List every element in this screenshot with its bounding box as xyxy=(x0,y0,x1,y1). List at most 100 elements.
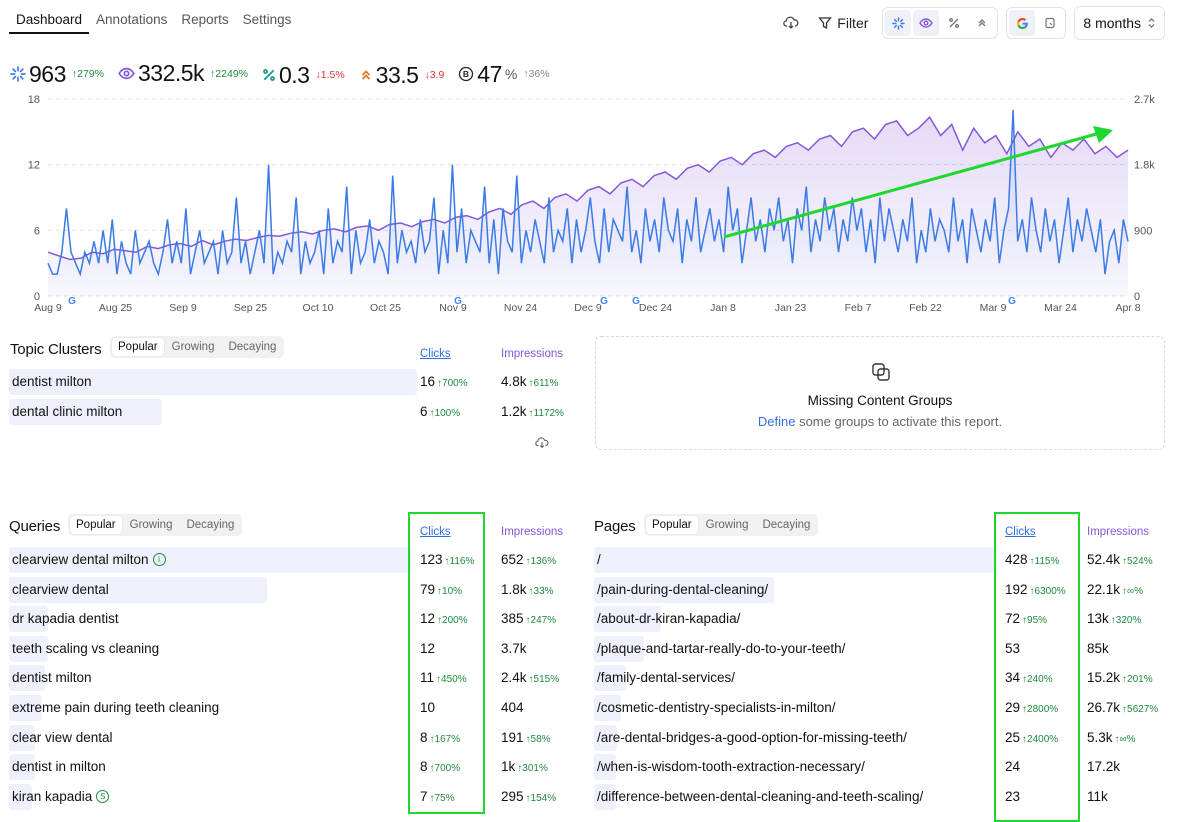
page-row[interactable]: / xyxy=(597,552,601,567)
clicks-change: ↑2800% xyxy=(1022,704,1059,715)
google-toggle[interactable] xyxy=(1009,10,1036,36)
tab-decaying[interactable]: Decaying xyxy=(186,519,235,531)
position-toggle[interactable] xyxy=(969,10,995,36)
eye-icon xyxy=(919,18,934,28)
y-left-tick-label: 6 xyxy=(34,225,40,237)
page-row[interactable]: /about-dr-kiran-kapadia/ xyxy=(597,611,740,626)
metric-value: 0.3 xyxy=(279,61,310,88)
clicks-cell: 428 ↑115% xyxy=(1005,552,1059,567)
tab-reports[interactable]: Reports xyxy=(181,12,229,27)
query-row[interactable]: teeth scaling vs cleaning xyxy=(12,641,159,656)
clicks-change: ↑700% xyxy=(437,378,468,389)
queries-title: Queries xyxy=(9,518,61,535)
clicks-value: 72 xyxy=(1005,611,1021,627)
page-row[interactable]: /cosmetic-dentistry-specialists-in-milto… xyxy=(597,700,836,715)
clicks-value: 53 xyxy=(1005,640,1021,656)
metric-change: ↑279% xyxy=(71,68,104,80)
impressions-cell: 26.7k ↑5627% xyxy=(1087,700,1158,715)
impressions-column-header[interactable]: Impressions xyxy=(501,348,563,360)
x-tick-label: Aug 25 xyxy=(99,302,132,314)
tab-popular[interactable]: Popular xyxy=(70,516,122,534)
impressions-column-header[interactable]: Impressions xyxy=(501,526,563,538)
query-row[interactable]: kiran kapadia S xyxy=(12,789,110,804)
tab-settings[interactable]: Settings xyxy=(242,12,292,27)
query-row[interactable]: dr kapadia dentist xyxy=(12,611,119,626)
cloud-download-icon[interactable] xyxy=(778,10,804,36)
pages-title: Pages xyxy=(594,518,636,535)
row-bar xyxy=(594,754,617,781)
google-annotation-icon: G xyxy=(600,296,608,307)
metric-position[interactable]: 33.5 ↓3.9 xyxy=(359,62,444,89)
impressions-column-header[interactable]: Impressions xyxy=(1087,526,1149,538)
query-row[interactable]: clearview dental milton i xyxy=(12,552,166,567)
tab-annotations[interactable]: Annotations xyxy=(96,12,168,27)
row-label: /plaque-and-tartar-really-do-to-your-tee… xyxy=(597,640,846,656)
metric-change: ↑2249% xyxy=(210,67,248,80)
google-annotation-icon: G xyxy=(632,296,640,307)
row-label: clearview dental milton xyxy=(12,552,149,567)
tab-decaying[interactable]: Decaying xyxy=(228,341,277,353)
clicks-cell: 16 ↑700% xyxy=(420,374,468,389)
page-row[interactable]: /are-dental-bridges-a-good-option-for-mi… xyxy=(597,730,907,745)
metric-value: 332.5k xyxy=(137,60,205,86)
topic-row[interactable]: dentist milton xyxy=(12,374,92,389)
clicks-toggle[interactable] xyxy=(885,10,912,36)
clicks-column-header[interactable]: Clicks xyxy=(1005,526,1036,538)
impressions-change: ↑515% xyxy=(528,674,560,686)
clicks-change: ↑240% xyxy=(1022,674,1053,686)
cloud-download-icon[interactable] xyxy=(535,436,549,453)
row-label: /cosmetic-dentistry-specialists-in-milto… xyxy=(597,700,836,715)
clicks-value: 34 xyxy=(1005,670,1021,686)
query-row[interactable]: extreme pain during teeth cleaning xyxy=(12,700,219,715)
query-row[interactable]: clearview dental xyxy=(12,582,109,597)
row-bar xyxy=(9,695,42,721)
clicks-change: ↑700% xyxy=(429,763,461,775)
x-tick-label: Feb 7 xyxy=(845,302,872,314)
impressions-value: 1.8k xyxy=(501,581,527,597)
clicks-change: ↑167% xyxy=(429,733,461,745)
query-row[interactable]: dentist milton xyxy=(12,670,92,685)
tab-growing[interactable]: Growing xyxy=(129,519,173,531)
other-source-toggle[interactable] xyxy=(1037,10,1063,36)
tab-popular[interactable]: Popular xyxy=(112,338,164,356)
impressions-cell: 404 xyxy=(501,700,524,715)
tab-dashboard[interactable]: Dashboard xyxy=(9,8,90,34)
metric-impressions[interactable]: 332.5k ↑2249% xyxy=(118,60,248,87)
page-row[interactable]: /when-is-wisdom-tooth-extraction-necessa… xyxy=(597,759,865,774)
impressions-value: 5.3k xyxy=(1087,729,1113,745)
define-link[interactable]: Define xyxy=(757,414,796,429)
metric-brand[interactable]: B 47 % ↑36% xyxy=(458,60,550,88)
page-row[interactable]: /difference-between-dental-cleaning-and-… xyxy=(597,789,923,804)
clicks-column-header[interactable]: Clicks xyxy=(420,348,451,360)
x-tick-label: Oct 10 xyxy=(303,302,334,314)
x-tick-label: Apr 8 xyxy=(1115,302,1140,314)
clicks-column-header[interactable]: Clicks xyxy=(420,526,451,538)
percent-icon xyxy=(949,18,960,28)
x-tick-label: Jan 8 xyxy=(710,302,736,314)
copy-icon xyxy=(870,361,892,386)
tab-growing[interactable]: Growing xyxy=(705,519,749,531)
impressions-cell: 1k ↑301% xyxy=(501,759,548,774)
metric-clicks[interactable]: 963 ↑279% xyxy=(10,61,104,88)
tab-decaying[interactable]: Decaying xyxy=(762,519,811,531)
google-annotation-icon: G xyxy=(68,296,76,307)
performance-chart[interactable]: 0 0 6 900 12 1.8k 18 2.7k Aug 9 Aug 25 Sep 9 Sep 25… xyxy=(0,88,1200,318)
filter-button[interactable]: Filter xyxy=(812,8,874,38)
query-row[interactable]: dentist in milton xyxy=(12,759,106,774)
page-row[interactable]: /family-dental-services/ xyxy=(597,670,735,685)
impressions-change: ↑33% xyxy=(528,585,554,597)
metric-ctr[interactable]: 0.3 ↓1.5% xyxy=(262,62,345,89)
topic-row[interactable]: dental clinic milton xyxy=(12,404,122,419)
page-row[interactable]: /plaque-and-tartar-really-do-to-your-tee… xyxy=(597,641,845,656)
date-range-select[interactable]: 8 months xyxy=(1074,6,1165,40)
query-row[interactable]: clear view dental xyxy=(12,730,113,745)
page-row[interactable]: /pain-during-dental-cleaning/ xyxy=(597,582,768,597)
tab-growing[interactable]: Growing xyxy=(171,341,215,353)
impressions-toggle[interactable] xyxy=(913,10,940,36)
row-bar xyxy=(594,606,662,633)
clicks-value: 24 xyxy=(1005,759,1021,775)
tab-popular[interactable]: Popular xyxy=(646,516,698,534)
x-tick-label: Sep 25 xyxy=(234,302,267,314)
metric-value: 47 xyxy=(477,60,502,87)
ctr-toggle[interactable] xyxy=(941,10,967,36)
